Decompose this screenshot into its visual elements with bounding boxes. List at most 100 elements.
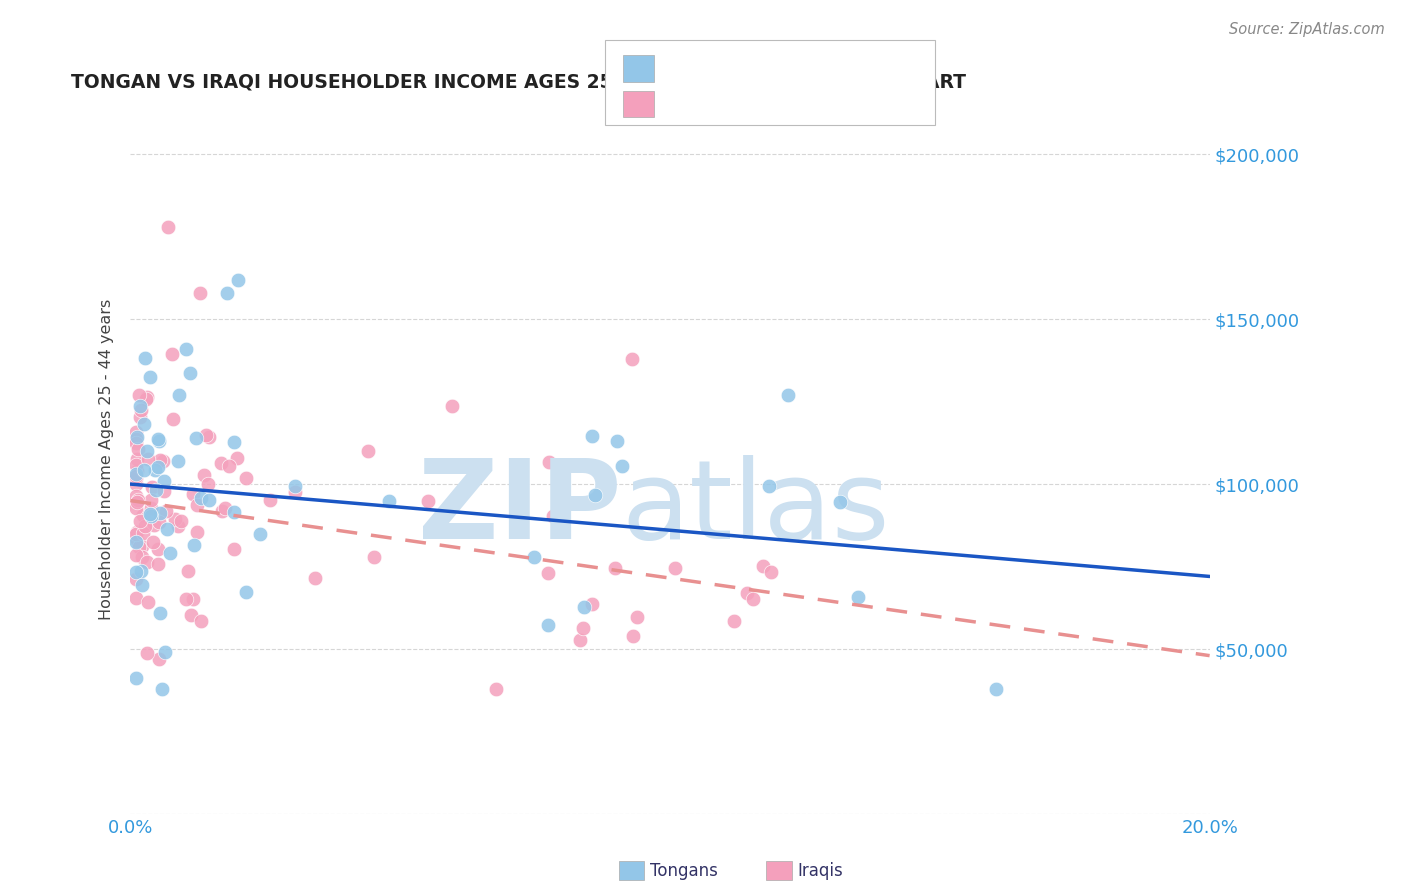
Point bbox=[162, 411, 184, 425]
Point bbox=[218, 459, 240, 474]
Point bbox=[741, 591, 763, 606]
Text: R =: R = bbox=[662, 98, 702, 116]
Point bbox=[148, 652, 170, 666]
Point bbox=[568, 633, 591, 648]
Point bbox=[136, 555, 159, 569]
Point bbox=[146, 460, 169, 475]
Point bbox=[177, 565, 200, 579]
Text: -0.226: -0.226 bbox=[699, 98, 763, 116]
Point bbox=[184, 431, 207, 445]
Point bbox=[135, 392, 157, 407]
Point bbox=[363, 549, 385, 564]
Point bbox=[758, 479, 780, 493]
Point bbox=[190, 491, 212, 505]
Point bbox=[153, 483, 176, 498]
Point bbox=[128, 388, 150, 402]
Point bbox=[828, 495, 851, 509]
Point bbox=[195, 428, 218, 442]
Point bbox=[141, 480, 163, 494]
Point bbox=[283, 484, 305, 499]
Point bbox=[249, 527, 271, 541]
Point bbox=[135, 444, 157, 458]
Point bbox=[537, 618, 560, 632]
Point bbox=[160, 347, 183, 361]
Text: TONGAN VS IRAQI HOUSEHOLDER INCOME AGES 25 - 44 YEARS CORRELATION CHART: TONGAN VS IRAQI HOUSEHOLDER INCOME AGES … bbox=[70, 73, 966, 92]
Point bbox=[226, 450, 249, 465]
Point bbox=[125, 425, 148, 439]
Point bbox=[148, 541, 170, 556]
Point bbox=[174, 342, 197, 356]
Point bbox=[217, 285, 239, 300]
Point bbox=[167, 519, 190, 533]
Point bbox=[145, 483, 167, 497]
Point bbox=[170, 514, 193, 528]
Point bbox=[149, 453, 172, 467]
Point bbox=[125, 489, 148, 503]
Point bbox=[129, 399, 152, 413]
Point bbox=[737, 586, 759, 600]
Point bbox=[139, 493, 162, 508]
Point bbox=[132, 508, 155, 522]
Point bbox=[129, 403, 152, 417]
Point bbox=[537, 455, 560, 469]
Text: N =: N = bbox=[769, 62, 821, 80]
Point bbox=[603, 561, 626, 575]
Point bbox=[153, 644, 176, 658]
Point bbox=[537, 566, 560, 580]
Point bbox=[581, 597, 603, 611]
Text: N =: N = bbox=[769, 98, 821, 116]
Point bbox=[143, 463, 166, 477]
Point bbox=[142, 518, 165, 533]
Point bbox=[193, 467, 215, 482]
Point bbox=[131, 550, 153, 565]
Point bbox=[664, 561, 686, 575]
Point bbox=[125, 476, 148, 491]
Point bbox=[180, 607, 202, 622]
Point bbox=[621, 629, 644, 643]
Point bbox=[148, 432, 170, 446]
Point bbox=[186, 498, 208, 512]
Point bbox=[235, 471, 257, 485]
Point bbox=[572, 599, 595, 614]
Point bbox=[127, 493, 149, 508]
Point bbox=[131, 526, 153, 541]
Point bbox=[148, 515, 170, 529]
Point bbox=[125, 468, 148, 483]
Text: Iraqis: Iraqis bbox=[797, 862, 844, 880]
Point bbox=[127, 533, 149, 548]
Point bbox=[621, 351, 644, 366]
Point bbox=[416, 494, 439, 508]
Point bbox=[159, 545, 181, 559]
Point bbox=[152, 475, 174, 489]
Point bbox=[174, 592, 197, 607]
Point bbox=[761, 566, 783, 580]
Point bbox=[125, 434, 148, 448]
Point bbox=[157, 219, 180, 234]
Point bbox=[125, 535, 148, 549]
Point bbox=[606, 434, 628, 449]
Point bbox=[125, 430, 148, 444]
Point bbox=[165, 512, 187, 526]
Point bbox=[149, 506, 172, 520]
Point bbox=[141, 500, 163, 515]
Point bbox=[214, 501, 236, 516]
Point bbox=[136, 595, 159, 609]
Point bbox=[190, 614, 212, 628]
Point bbox=[522, 550, 544, 565]
Point bbox=[125, 501, 148, 516]
Point bbox=[149, 606, 172, 620]
Text: -0.253: -0.253 bbox=[699, 62, 763, 80]
Point bbox=[778, 388, 800, 402]
Point bbox=[131, 578, 153, 592]
Point bbox=[134, 463, 156, 477]
Point bbox=[181, 487, 204, 501]
Point bbox=[125, 467, 148, 481]
Point bbox=[169, 388, 191, 402]
Point bbox=[222, 541, 245, 556]
Point bbox=[129, 564, 152, 578]
Point bbox=[127, 525, 149, 540]
Point bbox=[129, 514, 152, 528]
Text: 55: 55 bbox=[814, 62, 839, 80]
Point bbox=[125, 548, 148, 562]
Point bbox=[186, 524, 208, 539]
